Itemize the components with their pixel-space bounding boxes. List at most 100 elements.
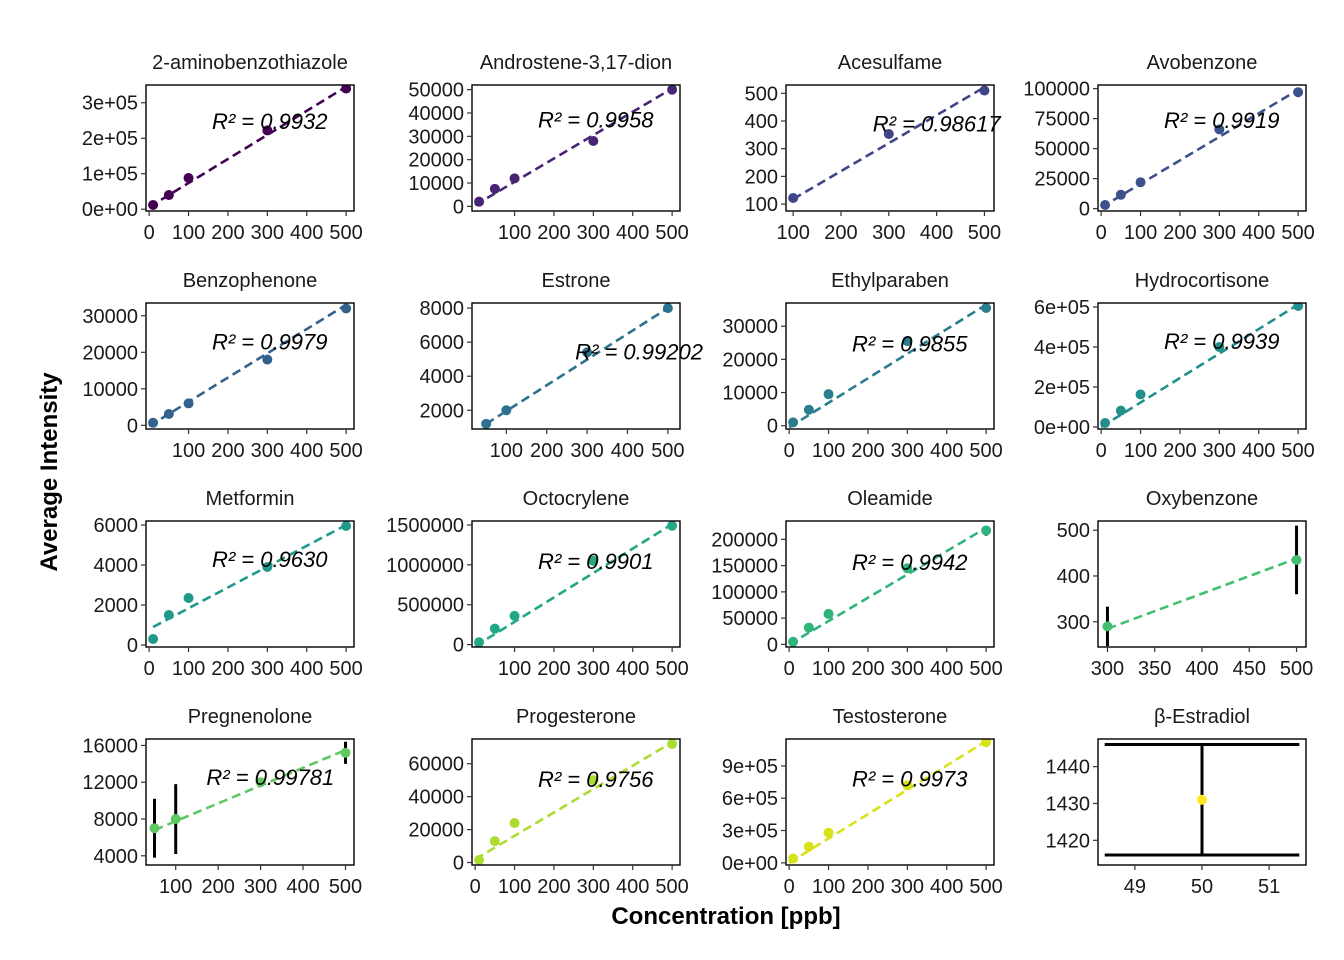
panel-0: 2-aminobenzothiazole R² = 0.9932 0 100 200 30…	[82, 52, 363, 244]
y-tick-label: 4e+05	[1034, 337, 1090, 359]
panel-plot-area	[1102, 525, 1302, 647]
x-tick-label: 500	[969, 876, 1002, 898]
panel-7: Hydrocortisone R² = 0.9939 0 100 200 300 400 50…	[1034, 270, 1315, 462]
data-point	[902, 780, 913, 791]
y-tick-label: 30000	[82, 306, 138, 328]
x-tick-label: 100	[172, 658, 205, 680]
data-point	[788, 192, 799, 203]
x-tick-label: 0	[144, 658, 155, 680]
y-tick-label: 2e+05	[1034, 377, 1090, 399]
x-tick-label: 300	[891, 876, 924, 898]
panel-title: Oleamide	[847, 488, 933, 510]
data-point	[667, 85, 678, 95]
panel-10: Oleamide R² = 0.9942 0 100 200 300 400 500 0 5000…	[711, 488, 1003, 680]
x-tick-label: 300	[577, 876, 610, 898]
panel-title: Benzophenone	[183, 270, 318, 292]
data-point	[183, 398, 194, 409]
regression-line	[474, 523, 673, 647]
data-point	[788, 636, 799, 647]
data-point	[148, 634, 159, 644]
data-point	[1100, 200, 1111, 210]
x-tick-label: 300	[577, 658, 610, 680]
x-tick-label: 500	[329, 440, 362, 462]
r2-label: R² = 0.9630	[212, 547, 328, 572]
data-point	[148, 417, 159, 428]
x-tick-label: 200	[201, 876, 234, 898]
data-point	[1102, 621, 1113, 632]
x-tick-label: 500	[969, 440, 1002, 462]
panel-6: Ethylparaben R² = 0.9855 0 100 200 300 400 500 0…	[722, 270, 1002, 462]
x-tick-label: 0	[784, 876, 795, 898]
r2-label: R² = 0.9932	[212, 109, 328, 134]
data-point	[341, 521, 352, 531]
panel-border	[471, 738, 681, 866]
panel-border	[145, 738, 355, 866]
panel-border	[1097, 520, 1307, 648]
panel-border	[785, 738, 995, 866]
y-tick-label: 200000	[711, 529, 778, 551]
x-tick-label: 200	[537, 658, 570, 680]
data-point	[1100, 418, 1111, 428]
panel-5: Estrone R² = 0.99202 100 200 300 400 500 2000 40…	[420, 270, 703, 462]
panel-title: β-Estradiol	[1154, 706, 1250, 728]
x-tick-label: 100	[490, 440, 523, 462]
data-point	[582, 347, 593, 358]
y-tick-label: 25000	[1034, 169, 1090, 191]
r2-label: R² = 0.9979	[212, 330, 328, 355]
data-point	[262, 354, 273, 365]
y-tick-label: 500	[745, 83, 778, 105]
y-tick-label: 0	[127, 415, 138, 437]
x-tick-label: 500	[655, 222, 688, 244]
regression-line	[148, 85, 347, 209]
y-tick-label: 100	[745, 194, 778, 216]
data-point	[662, 303, 673, 314]
x-tick-label: 100	[498, 876, 531, 898]
panel-plot-area	[148, 303, 352, 428]
data-point	[501, 405, 512, 416]
data-point	[588, 136, 599, 146]
panel-plot-area	[788, 739, 992, 864]
y-tick-label: 0	[1079, 199, 1090, 221]
x-tick-label: 200	[851, 658, 884, 680]
y-tick-label: 500000	[397, 595, 464, 617]
data-point	[981, 525, 992, 536]
x-tick-label: 400	[930, 658, 963, 680]
data-point	[474, 637, 485, 647]
y-tick-label: 0	[767, 416, 778, 438]
x-tick-label: 0	[1096, 222, 1107, 244]
data-point	[1115, 189, 1126, 200]
x-tick-label: 400	[1242, 222, 1275, 244]
x-tick-label: 300	[251, 222, 284, 244]
x-tick-label: 400	[930, 876, 963, 898]
x-tick-label: 500	[655, 658, 688, 680]
panel-11: Oxybenzone 300 350 400 450 500 300 400 500	[1057, 488, 1314, 680]
data-point	[481, 418, 492, 429]
data-point	[474, 855, 485, 865]
y-tick-label: 20000	[722, 349, 778, 371]
x-tick-label: 500	[1280, 658, 1313, 680]
x-tick-label: 500	[329, 222, 362, 244]
data-point	[981, 739, 992, 748]
x-tick-label: 100	[1124, 222, 1157, 244]
x-tick-label: 400	[616, 658, 649, 680]
y-tick-label: 3e+05	[722, 821, 778, 843]
y-tick-label: 400	[1057, 566, 1090, 588]
panel-plot-area	[148, 521, 352, 644]
r2-label: R² = 0.9756	[538, 767, 654, 792]
x-tick-label: 0	[784, 440, 795, 462]
panel-plot-area	[149, 741, 351, 858]
regression-line	[792, 86, 986, 201]
x-tick-label: 300	[891, 658, 924, 680]
panel-border	[1097, 302, 1307, 430]
panel-border	[785, 302, 995, 430]
data-point	[340, 747, 351, 758]
y-tick-label: 100000	[711, 582, 778, 604]
y-tick-label: 20000	[408, 150, 464, 172]
y-tick-label: 3e+05	[82, 93, 138, 115]
panel-3: Avobenzone R² = 0.9919 0 100 200 300 400 500 0 25…	[1023, 52, 1315, 244]
x-tick-label: 200	[1163, 440, 1196, 462]
y-tick-label: 2000	[420, 400, 465, 422]
data-point	[667, 739, 678, 749]
x-tick-label: 300	[577, 222, 610, 244]
y-tick-label: 20000	[82, 342, 138, 364]
